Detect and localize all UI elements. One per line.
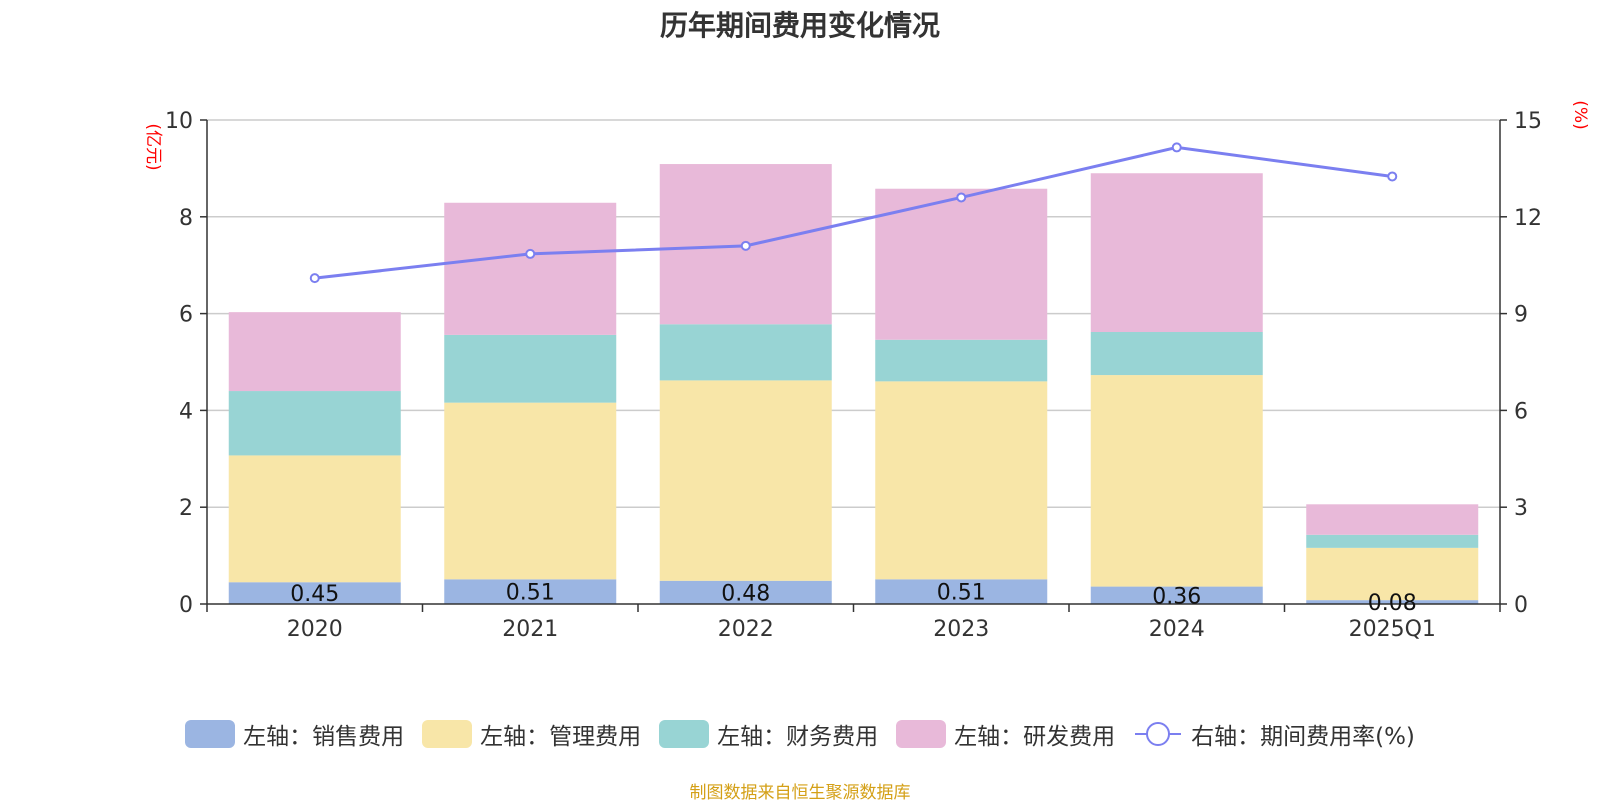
bar-segment [875,579,1048,604]
axis-layer: 0 2 4 6 8 10 0 3 6 9 12 15 (亿元) (%) 2020 2021 2022 2023 20… [143,100,1590,642]
legend-item[interactable]: 右轴：期间费用率(%) [1133,717,1415,751]
chart-legend: 左轴：销售费用 左轴：管理费用 左轴：财务费用 左轴：研发费用 右轴：期间费用率(%) [0,717,1600,751]
bars-layer [228,164,1479,604]
bar-segment [1090,375,1263,587]
left-axis-tick-label: 2 [179,496,193,521]
bar-data-label: 0.48 [721,581,770,606]
legend-item[interactable]: 左轴：财务费用 [659,717,878,751]
right-axis-tick-label: 3 [1514,496,1528,521]
legend-label: 左轴：销售费用 [243,724,405,750]
legend-swatch [659,720,710,748]
x-axis-tick-label: 2021 [502,617,558,642]
line-point [956,192,967,203]
bar-segment [444,202,617,335]
legend-label: 右轴：期间费用率(%) [1191,724,1415,750]
legend-swatch [896,720,947,748]
bar-segment [659,380,832,581]
bar-segment [1090,331,1263,376]
bar-segment [1306,534,1479,548]
line-series [314,145,1393,280]
line-point [309,273,320,284]
right-axis-tick-label: 6 [1514,399,1528,424]
x-axis-tick-label: 2020 [287,617,343,642]
left-axis-tick-label: 6 [179,303,193,328]
bar-data-label: 0.08 [1368,591,1417,616]
bar-data-label: 0.45 [290,582,339,607]
legend-item[interactable]: 左轴：研发费用 [896,717,1115,751]
right-axis-tick-label: 12 [1514,206,1542,231]
line-point [740,240,751,251]
source-note: 制图数据来自恒生聚源数据库 [689,783,911,803]
bar-segment [228,391,401,456]
left-axis-unit: (亿元) [143,123,163,170]
line-point [1171,142,1182,153]
left-axis-tick-label: 10 [165,109,193,134]
right-axis-tick-label: 9 [1514,303,1528,328]
x-axis-tick-label: 2024 [1149,617,1205,642]
left-axis-tick-label: 8 [179,206,193,231]
chart-title: 历年期间费用变化情况 [659,9,940,42]
legend-label: 左轴：财务费用 [717,724,879,750]
left-axis-tick-label: 4 [179,399,193,424]
x-axis-tick-label: 2023 [933,617,989,642]
bar-data-label: 0.51 [506,581,555,606]
bar-segment [659,324,832,381]
legend-label: 左轴：管理费用 [480,724,642,750]
bar-segment [1306,600,1479,604]
line-point [1387,171,1398,182]
bar-segment [1090,586,1263,604]
bar-segment [875,188,1048,340]
bar-data-label: 0.51 [937,581,986,606]
bar-segment [444,334,617,403]
left-axis-tick-label: 0 [179,593,193,618]
bar-segment [875,339,1048,382]
bar-segment [228,455,401,583]
right-axis-tick-label: 15 [1514,109,1542,134]
x-axis-tick-label: 2025Q1 [1349,617,1436,642]
bar-segment [444,579,617,604]
bar-segment [1306,547,1479,601]
legend-item[interactable]: 左轴：销售费用 [185,717,404,751]
legend-label: 左轴：研发费用 [954,724,1116,750]
line-point [525,248,536,259]
bar-segment [228,582,401,604]
bar-data-label: 0.36 [1152,584,1201,609]
line-layer [309,142,1398,284]
label-layer: 0.45 0.51 0.48 0.51 0.36 0.08 [290,581,1416,616]
right-axis-unit: (%) [1570,100,1590,129]
bar-segment [228,312,401,392]
bar-segment [875,381,1048,580]
legend-swatch [185,720,236,748]
x-axis-tick-label: 2022 [718,617,774,642]
legend-item[interactable]: 左轴：管理费用 [422,717,641,751]
grid-layer [207,119,1500,508]
legend-swatch [422,720,473,748]
legend-swatch [1133,720,1183,748]
right-axis-tick-label: 0 [1514,593,1528,618]
bar-segment [659,580,832,604]
bar-segment [444,402,617,580]
bar-segment [1306,504,1479,535]
bar-segment [1090,173,1263,332]
